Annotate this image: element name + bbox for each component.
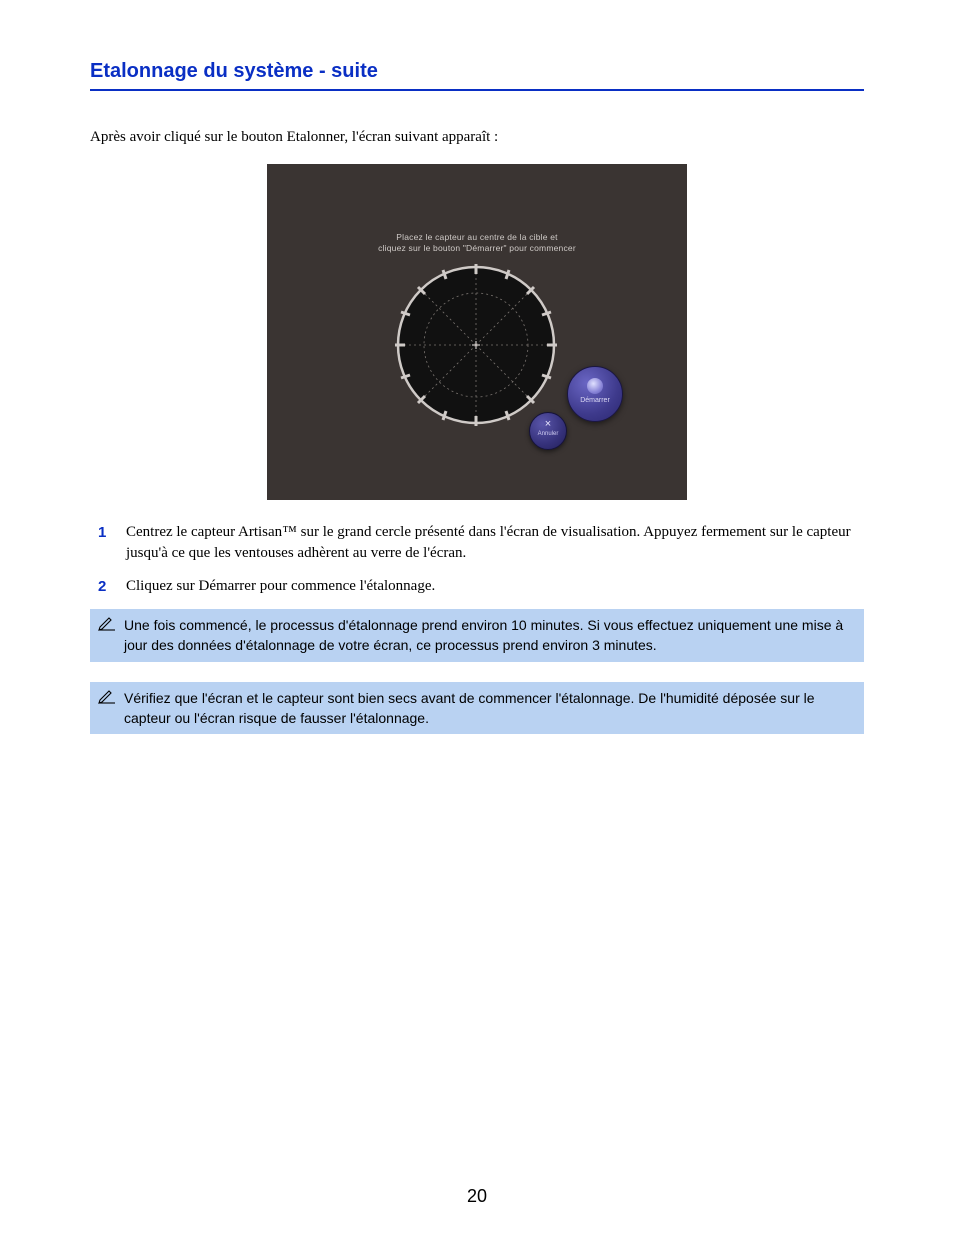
- intro-text: Après avoir cliqué sur le bouton Etalonn…: [90, 129, 864, 146]
- instruction-line-1: Placez le capteur au centre de la cible …: [396, 232, 558, 242]
- lens-icon: [587, 378, 603, 394]
- step-text: Centrez le capteur Artisan™ sur le grand…: [126, 524, 851, 561]
- instruction-line-2: cliquez sur le bouton "Démarrer" pour co…: [378, 243, 576, 253]
- cancel-button[interactable]: × Annuler: [529, 412, 567, 450]
- screenshot-instruction: Placez le capteur au centre de la cible …: [267, 232, 687, 255]
- note-icon: [98, 613, 116, 631]
- note-icon: [98, 686, 116, 704]
- step-number: 2: [98, 576, 106, 597]
- screenshot-container: Placez le capteur au centre de la cible …: [90, 164, 864, 500]
- page-number: 20: [0, 1186, 954, 1207]
- note-text: Une fois commencé, le processus d'étalon…: [124, 617, 843, 653]
- steps-list: 1 Centrez le capteur Artisan™ sur le gra…: [90, 522, 864, 597]
- note-box: Vérifiez que l'écran et le capteur sont …: [90, 682, 864, 735]
- calibration-screenshot: Placez le capteur au centre de la cible …: [267, 164, 687, 500]
- page-heading: Etalonnage du système - suite: [90, 60, 864, 91]
- calibration-target-icon: [395, 264, 557, 426]
- step-text: Cliquez sur Démarrer pour commence l'éta…: [126, 578, 435, 594]
- step-number: 1: [98, 522, 106, 543]
- close-icon: ×: [530, 419, 566, 430]
- note-text: Vérifiez que l'écran et le capteur sont …: [124, 690, 815, 726]
- step-item: 1 Centrez le capteur Artisan™ sur le gra…: [98, 522, 864, 564]
- start-button-label: Démarrer: [568, 397, 622, 404]
- start-button[interactable]: Démarrer: [567, 366, 623, 422]
- note-box: Une fois commencé, le processus d'étalon…: [90, 609, 864, 662]
- step-item: 2 Cliquez sur Démarrer pour commence l'é…: [98, 576, 864, 597]
- cancel-button-label: Annuler: [530, 431, 566, 437]
